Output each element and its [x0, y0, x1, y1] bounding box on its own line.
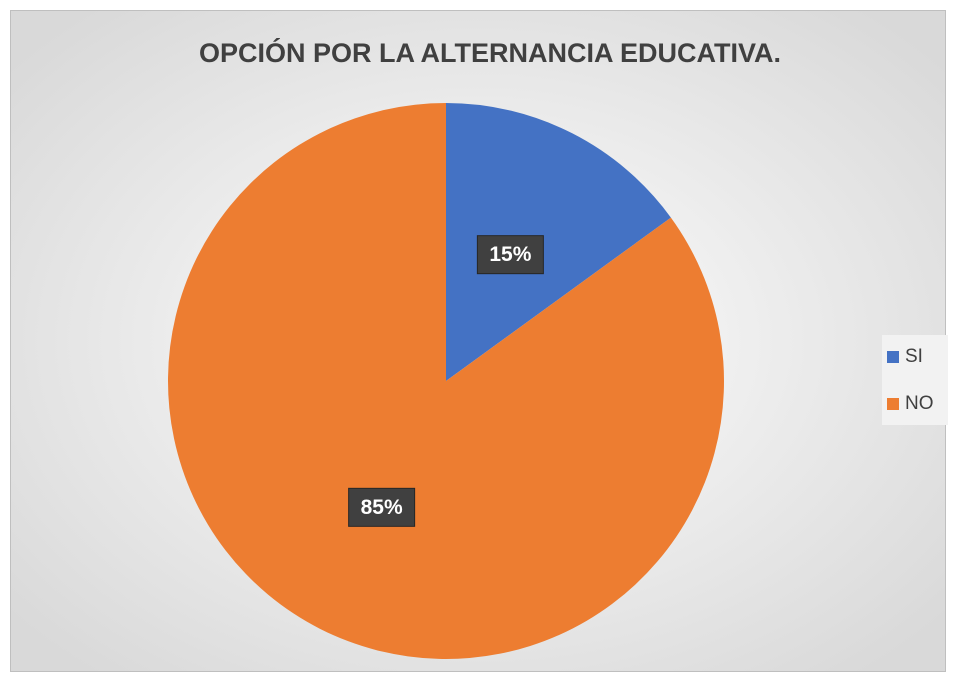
legend-swatch — [887, 398, 899, 410]
data-label: 85% — [361, 496, 403, 519]
legend-swatch — [887, 351, 899, 363]
data-label: 15% — [489, 243, 531, 266]
pie-slice — [168, 102, 724, 659]
data-label-box — [348, 487, 416, 527]
legend-label: SI — [905, 346, 923, 367]
chart-title: OPCIÓN POR LA ALTERNANCIA EDUCATIVA. — [199, 37, 781, 68]
data-label-box — [476, 235, 544, 275]
legend-label: NO — [905, 393, 934, 414]
pie-slice — [446, 103, 671, 381]
